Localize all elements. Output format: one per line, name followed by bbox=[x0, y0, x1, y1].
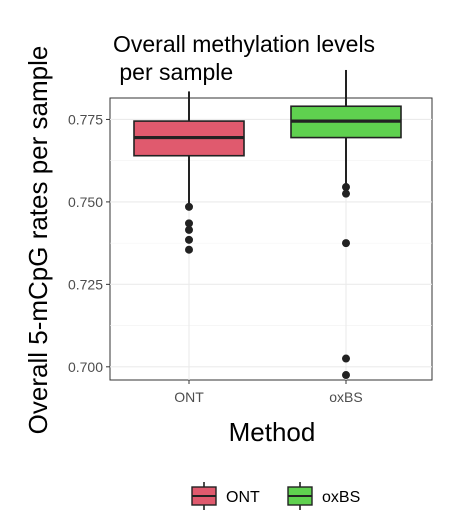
y-tick-label: 0.725 bbox=[68, 276, 103, 292]
outlier-point bbox=[185, 235, 193, 244]
boxes bbox=[133, 69, 402, 380]
y-tick-label: 0.775 bbox=[68, 111, 103, 127]
legend-label: oxBS bbox=[322, 489, 360, 506]
x-tick-label: ONT bbox=[174, 389, 204, 405]
outlier-point bbox=[342, 354, 350, 363]
y-tick-label: 0.700 bbox=[68, 359, 103, 375]
outlier-point bbox=[342, 371, 350, 380]
legend-label: ONT bbox=[226, 489, 260, 506]
box-ont bbox=[133, 91, 245, 254]
outlier-point bbox=[342, 239, 350, 248]
legend: ONT oxBS bbox=[191, 482, 360, 510]
legend-item-oxbs: oxBS bbox=[287, 482, 360, 510]
legend-item-ont: ONT bbox=[191, 482, 260, 510]
chart-title-line-1: Overall methylation levels bbox=[113, 31, 375, 57]
chart-title-line-2: per sample bbox=[113, 59, 233, 85]
outlier-point bbox=[185, 225, 193, 234]
x-axis-title: Method bbox=[229, 417, 316, 447]
outlier-point bbox=[342, 189, 350, 198]
outlier-point bbox=[185, 202, 193, 211]
box-oxbs bbox=[290, 69, 402, 380]
outlier-point bbox=[342, 183, 350, 192]
x-tick-label: oxBS bbox=[329, 389, 362, 405]
outlier-point bbox=[185, 219, 193, 228]
y-tick-label: 0.750 bbox=[68, 194, 103, 210]
axes: 0.700 0.725 0.750 0.775 ONT oxBS bbox=[68, 111, 363, 405]
outlier-point bbox=[185, 245, 193, 254]
y-axis-title: Overall 5-mCpG rates per sample bbox=[23, 46, 53, 435]
